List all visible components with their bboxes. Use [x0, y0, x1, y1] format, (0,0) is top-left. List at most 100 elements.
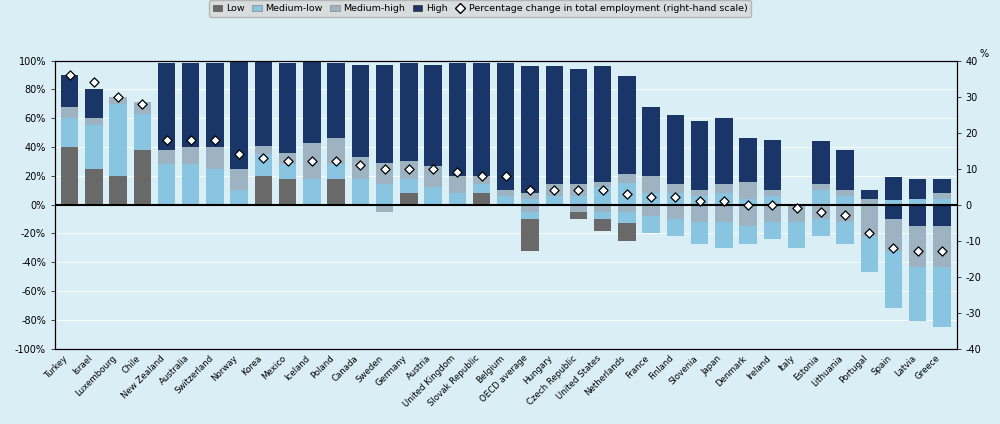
Bar — [400, 179, 418, 193]
Bar — [570, 205, 587, 212]
Bar — [861, 190, 878, 199]
Bar — [642, 193, 660, 205]
Bar — [739, 226, 757, 243]
Bar — [618, 223, 636, 241]
Bar — [61, 75, 78, 107]
Bar — [255, 145, 272, 154]
Point — [328, 158, 344, 165]
Point — [280, 158, 296, 165]
Point — [764, 201, 780, 208]
Bar — [85, 169, 103, 205]
Bar — [667, 184, 684, 193]
Bar — [230, 169, 248, 190]
Bar — [812, 184, 830, 190]
Bar — [909, 205, 926, 226]
Bar — [788, 205, 805, 222]
Bar — [376, 205, 393, 212]
Bar — [158, 164, 175, 205]
Point — [183, 137, 199, 143]
Point — [377, 165, 393, 172]
Bar — [739, 138, 757, 181]
Bar — [764, 205, 781, 222]
Point — [885, 245, 901, 251]
Bar — [933, 205, 951, 226]
Bar — [327, 64, 345, 138]
Bar — [424, 187, 442, 205]
Point — [207, 137, 223, 143]
Bar — [885, 177, 902, 200]
Bar — [618, 183, 636, 205]
Bar — [642, 216, 660, 234]
Bar — [861, 205, 878, 236]
Bar — [861, 236, 878, 272]
Point — [110, 93, 126, 100]
Bar — [715, 118, 733, 184]
Point — [231, 151, 247, 158]
Bar — [497, 190, 514, 196]
Bar — [642, 107, 660, 176]
Bar — [109, 104, 127, 176]
Text: %: % — [979, 49, 988, 59]
Point — [352, 162, 368, 168]
Bar — [739, 199, 757, 205]
Bar — [230, 62, 248, 169]
Point — [837, 212, 853, 219]
Bar — [134, 150, 151, 205]
Point — [934, 248, 950, 255]
Bar — [521, 193, 539, 199]
Point — [570, 187, 586, 194]
Bar — [715, 184, 733, 193]
Point — [425, 165, 441, 172]
Bar — [642, 205, 660, 216]
Bar — [618, 76, 636, 174]
Bar — [812, 190, 830, 205]
Bar — [739, 205, 757, 226]
Bar — [497, 64, 514, 190]
Bar — [473, 64, 490, 176]
Bar — [473, 184, 490, 193]
Bar — [764, 222, 781, 239]
Bar — [570, 212, 587, 219]
Bar — [788, 222, 805, 248]
Point — [522, 187, 538, 194]
Bar — [715, 193, 733, 205]
Bar — [449, 176, 466, 193]
Bar — [691, 196, 708, 205]
Bar — [327, 164, 345, 179]
Bar — [836, 205, 854, 222]
Bar — [61, 118, 78, 147]
Bar — [667, 115, 684, 184]
Bar — [933, 199, 951, 205]
Bar — [667, 193, 684, 205]
Bar — [255, 62, 272, 145]
Bar — [279, 153, 296, 164]
Bar — [158, 64, 175, 150]
Bar — [861, 199, 878, 205]
Bar — [521, 199, 539, 205]
Bar — [85, 89, 103, 118]
Bar — [303, 179, 321, 205]
Bar — [570, 196, 587, 205]
Point — [716, 198, 732, 204]
Point — [813, 209, 829, 215]
Bar — [400, 193, 418, 205]
Point — [692, 198, 708, 204]
Point — [62, 72, 78, 78]
Bar — [521, 205, 539, 212]
Bar — [521, 219, 539, 251]
Bar — [715, 205, 733, 222]
Bar — [134, 102, 151, 114]
Bar — [279, 164, 296, 179]
Point — [740, 201, 756, 208]
Bar — [594, 219, 611, 231]
Point — [159, 137, 175, 143]
Bar — [594, 181, 611, 187]
Bar — [109, 176, 127, 205]
Bar — [497, 196, 514, 205]
Bar — [933, 179, 951, 193]
Bar — [61, 147, 78, 205]
Bar — [715, 222, 733, 248]
Bar — [473, 193, 490, 205]
Bar — [352, 179, 369, 205]
Bar — [691, 190, 708, 196]
